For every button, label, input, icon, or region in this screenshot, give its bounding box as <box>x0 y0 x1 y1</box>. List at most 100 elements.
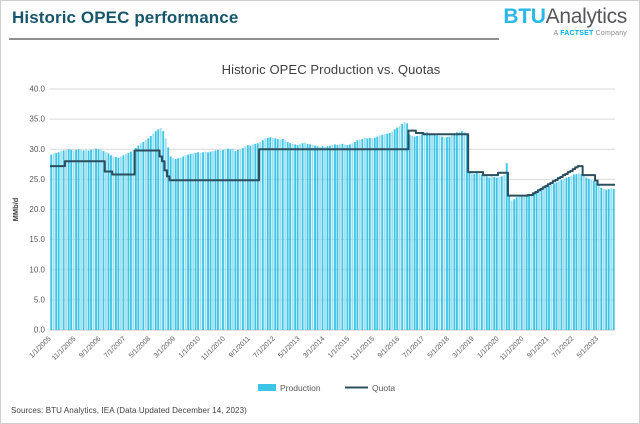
chart-title: Historic OPEC Production vs. Quotas <box>221 62 441 77</box>
production-bar <box>311 145 314 330</box>
production-bar <box>406 123 409 330</box>
y-tick-label: 30.0 <box>29 145 45 154</box>
production-bar <box>451 135 453 330</box>
production-bar <box>309 144 311 330</box>
production-bar <box>421 134 424 330</box>
production-bar <box>448 136 451 330</box>
production-bar <box>465 134 468 330</box>
production-bar <box>585 177 588 330</box>
production-bar <box>503 175 506 330</box>
production-bar <box>498 176 501 330</box>
production-bar <box>577 173 580 330</box>
x-tick-label: 1/1/2005 <box>28 335 52 359</box>
production-bar <box>431 134 433 330</box>
production-bar <box>157 129 160 330</box>
production-bar <box>281 139 284 330</box>
production-bar <box>438 135 441 330</box>
production-bar <box>396 127 399 330</box>
production-bar <box>294 144 297 330</box>
production-bar <box>600 187 603 330</box>
logo-factset-text: FACTSET <box>560 30 594 37</box>
production-bar <box>530 194 533 330</box>
production-bar <box>182 156 185 330</box>
production-bar <box>339 144 341 330</box>
production-bar <box>363 137 366 330</box>
production-bar <box>149 135 152 330</box>
production-bar <box>202 152 204 330</box>
production-bar <box>607 189 610 330</box>
x-tick-label: 3/1/2019 <box>452 335 476 359</box>
production-bar <box>376 136 379 330</box>
production-bar <box>70 149 73 330</box>
production-bar <box>550 184 553 330</box>
x-tick-label: 1/1/2015 <box>327 335 351 359</box>
production-bar <box>535 192 538 330</box>
production-bar <box>239 149 242 330</box>
production-bar <box>520 195 523 330</box>
production-bar <box>570 175 573 330</box>
y-axis-title: MMb/d <box>11 197 20 221</box>
btu-analytics-logo: BTUAnalytics A FACTSET Company <box>503 6 627 37</box>
production-bar <box>525 194 528 330</box>
production-bar <box>386 133 389 330</box>
production-bar <box>351 143 354 330</box>
x-tick-label: 7/1/2012 <box>252 335 276 359</box>
production-bar <box>565 177 568 330</box>
x-tick-label: 3/1/2014 <box>302 335 326 359</box>
production-bar <box>132 150 135 330</box>
production-bar <box>119 156 122 330</box>
production-bar <box>72 150 75 330</box>
production-bar <box>169 156 172 330</box>
production-bar <box>154 131 157 330</box>
production-bar <box>356 140 359 330</box>
production-bar <box>610 188 613 330</box>
production-bar <box>256 143 259 330</box>
production-bar <box>381 134 384 330</box>
production-bar <box>446 137 448 330</box>
production-bar <box>590 179 593 330</box>
production-bar <box>587 178 590 330</box>
sources-note: Sources: BTU Analytics, IEA (Data Update… <box>11 406 247 415</box>
x-tick-label: 11/1/2020 <box>499 335 526 362</box>
production-bar <box>401 123 404 330</box>
x-tick-label: 7/1/2017 <box>402 335 426 359</box>
logo-analytics-text: Analytics <box>545 5 628 28</box>
production-bar <box>271 137 274 330</box>
x-tick-label: 11/1/2015 <box>350 335 377 362</box>
production-bar <box>289 143 292 330</box>
x-tick-label: 11/1/2010 <box>200 335 227 362</box>
production-bar <box>122 155 125 330</box>
production-bar <box>65 149 68 330</box>
production-bar <box>286 142 289 330</box>
x-tick-label: 11/1/2005 <box>51 335 78 362</box>
production-bar <box>224 149 227 330</box>
production-bar <box>207 152 209 330</box>
production-bar <box>117 157 120 330</box>
production-bar <box>478 173 481 330</box>
production-bar <box>373 137 376 330</box>
production-bar <box>52 153 55 330</box>
production-bar <box>436 135 438 330</box>
legend-production-swatch <box>258 384 276 391</box>
production-bar <box>214 150 217 330</box>
production-bar <box>582 175 585 330</box>
production-bar <box>572 174 575 330</box>
production-bar <box>177 158 180 330</box>
production-bar <box>60 151 63 330</box>
production-bar <box>227 148 229 330</box>
production-bar <box>204 151 207 330</box>
production-bar <box>102 151 105 330</box>
production-bar <box>82 150 85 330</box>
production-bar <box>85 149 87 330</box>
logo-wordmark: BTUAnalytics <box>503 6 627 27</box>
y-tick-label: 25.0 <box>29 175 45 184</box>
production-bar <box>568 176 570 330</box>
production-bar <box>545 187 548 330</box>
production-bar <box>284 140 287 330</box>
production-bar <box>423 132 426 330</box>
production-bar <box>77 149 80 330</box>
production-bar <box>244 146 247 330</box>
production-bar <box>134 148 137 330</box>
production-bar <box>475 172 478 330</box>
production-bar <box>518 196 521 330</box>
